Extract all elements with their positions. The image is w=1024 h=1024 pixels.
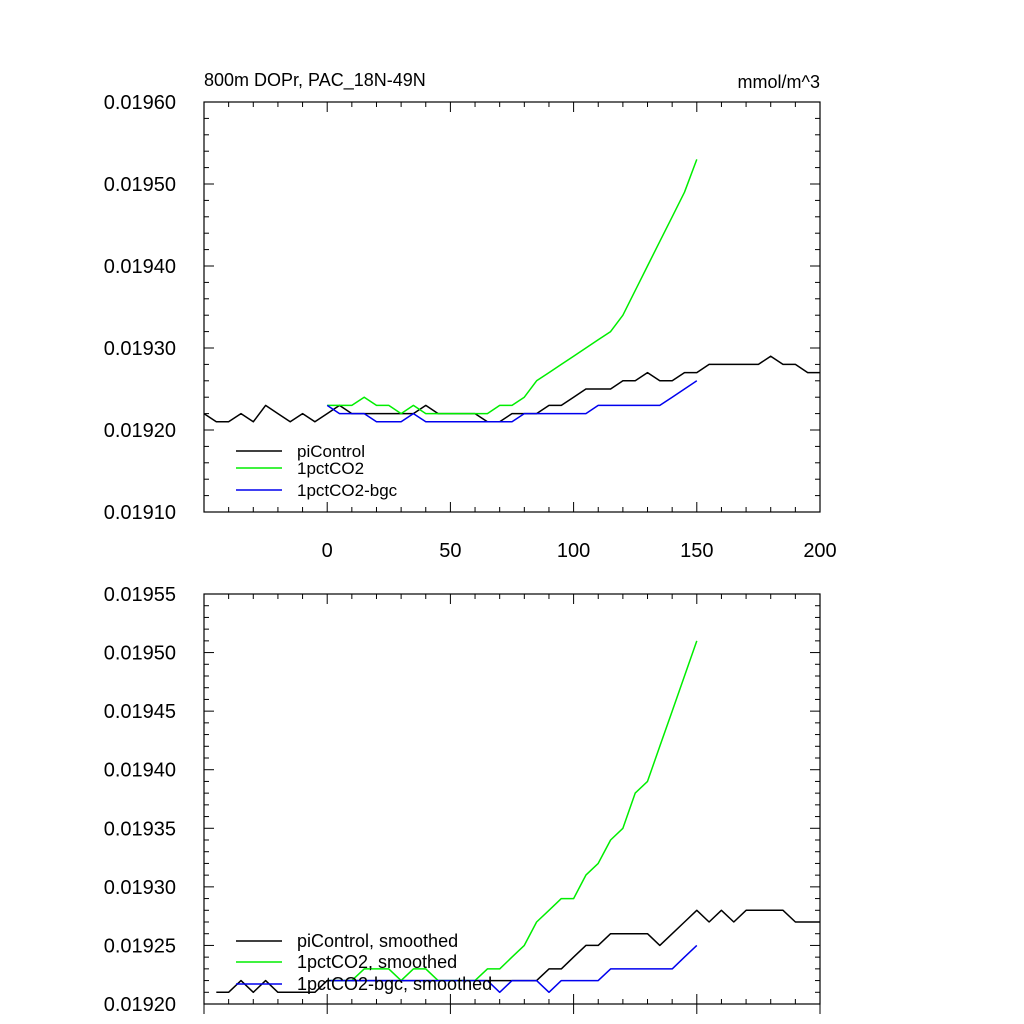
top-x-tick-labels: 0 50 100 150 200	[322, 540, 837, 562]
units-label: mmol/m^3	[738, 72, 820, 92]
x-tick-label: 0	[322, 540, 333, 562]
y-tick-label: 0.01920	[104, 420, 176, 442]
y-tick-label: 0.01940	[104, 256, 176, 278]
y-tick-label: 0.01910	[104, 502, 176, 524]
plot-frame	[203, 101, 821, 513]
series-line	[203, 355, 820, 423]
series-line	[326, 380, 698, 423]
panel-top: 800m DOPr, PAC_18N-49N mmol/m^3 0 50 100…	[104, 70, 837, 562]
top-y-tick-labels: 0.01910 0.01920 0.01930 0.01940 0.01950 …	[104, 92, 176, 524]
x-tick-label: 200	[803, 540, 836, 562]
y-tick-label: 0.01930	[104, 877, 176, 899]
legend-label: 1pctCO2-bgc	[297, 481, 398, 500]
legend-label: piControl	[297, 442, 365, 461]
legend-label: 1pctCO2, smoothed	[297, 952, 457, 972]
y-tick-label: 0.01925	[104, 935, 176, 957]
bottom-y-tick-labels: 0.01920 0.01925 0.01930 0.01935 0.01940 …	[104, 584, 176, 1016]
top-series	[203, 159, 820, 423]
series-line	[327, 640, 698, 982]
legend-label: 1pctCO2-bgc, smoothed	[297, 974, 492, 994]
y-tick-label: 0.01950	[104, 643, 176, 665]
x-tick-label: 100	[557, 540, 590, 562]
y-tick-label: 0.01960	[104, 92, 176, 114]
x-tick-label: 50	[439, 540, 461, 562]
y-tick-label: 0.01930	[104, 338, 176, 360]
top-legend: piControl 1pctCO2 1pctCO2-bgc	[236, 442, 398, 500]
top-axes	[203, 101, 821, 513]
plot-frame	[203, 593, 821, 1005]
series-line	[327, 159, 698, 415]
x-tick-label: 150	[680, 540, 713, 562]
y-tick-label: 0.01940	[104, 760, 176, 782]
bottom-series	[216, 640, 820, 994]
bottom-legend: piControl, smoothed 1pctCO2, smoothed 1p…	[236, 931, 492, 994]
chart-title: 800m DOPr, PAC_18N-49N	[204, 70, 426, 91]
series-line	[327, 944, 698, 994]
y-tick-label: 0.01955	[104, 584, 176, 606]
legend-label: 1pctCO2	[297, 459, 364, 478]
y-tick-label: 0.01920	[104, 994, 176, 1016]
y-tick-label: 0.01935	[104, 818, 176, 840]
bottom-axes	[203, 593, 821, 1014]
y-tick-label: 0.01945	[104, 701, 176, 723]
legend-label: piControl, smoothed	[297, 931, 458, 951]
y-tick-label: 0.01950	[104, 174, 176, 196]
panel-bottom: 0.01920 0.01925 0.01930 0.01935 0.01940 …	[104, 584, 821, 1016]
